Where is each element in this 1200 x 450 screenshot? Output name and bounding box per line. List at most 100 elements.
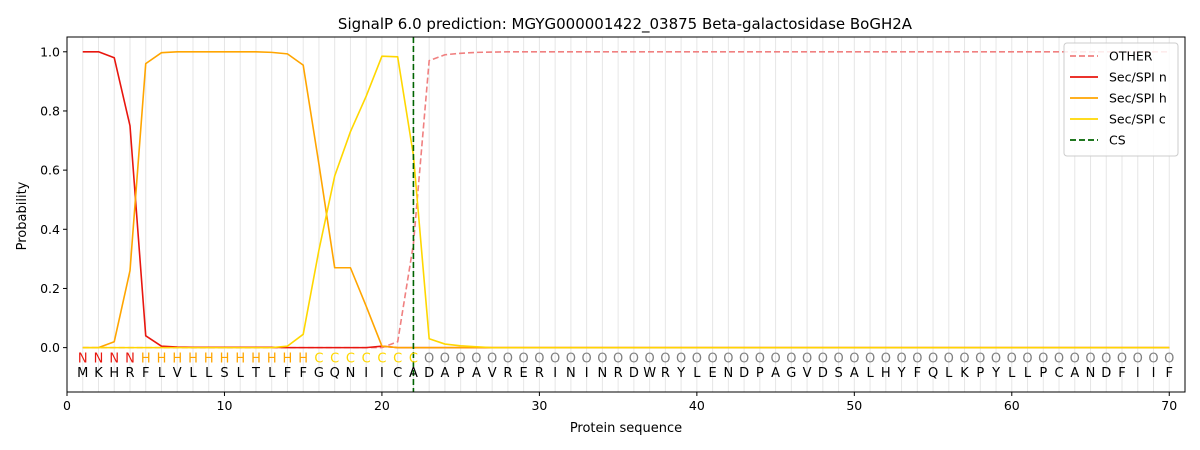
residue-label: Q bbox=[330, 366, 340, 381]
x-tick-label: 60 bbox=[1004, 398, 1020, 413]
region-label: O bbox=[613, 351, 623, 366]
residue-label: P bbox=[756, 366, 764, 381]
residue-label: L bbox=[268, 366, 276, 381]
residue-label: A bbox=[1070, 366, 1079, 381]
region-label: O bbox=[597, 351, 607, 366]
residue-label: V bbox=[803, 366, 812, 381]
residue-label: L bbox=[158, 366, 166, 381]
region-label: O bbox=[991, 351, 1001, 366]
residue-label: A bbox=[771, 366, 780, 381]
legend: OTHER Sec/SPI n Sec/SPI h Sec/SPI c CS bbox=[1063, 42, 1179, 157]
x-tick-label: 10 bbox=[217, 398, 233, 413]
residue-label: R bbox=[503, 366, 512, 381]
region-label: O bbox=[881, 351, 891, 366]
region-label: O bbox=[550, 351, 560, 366]
region-label: O bbox=[739, 351, 749, 366]
region-label: H bbox=[220, 351, 230, 366]
y-tick-label: 0.0 bbox=[40, 340, 60, 355]
residue-label: I bbox=[380, 366, 384, 381]
region-label: H bbox=[204, 351, 214, 366]
region-label: O bbox=[660, 351, 670, 366]
residue-label: F bbox=[284, 366, 291, 381]
region-label: O bbox=[566, 351, 576, 366]
region-label: O bbox=[975, 351, 985, 366]
residue-label: R bbox=[614, 366, 623, 381]
region-label: O bbox=[707, 351, 717, 366]
x-tick-label: 50 bbox=[846, 398, 862, 413]
region-label: O bbox=[582, 351, 592, 366]
legend-label: Sec/SPI c bbox=[1109, 112, 1166, 127]
region-label: O bbox=[959, 351, 969, 366]
residue-label: L bbox=[693, 366, 701, 381]
region-label: O bbox=[802, 351, 812, 366]
region-label: O bbox=[865, 351, 875, 366]
residue-label: L bbox=[945, 366, 953, 381]
residue-label: L bbox=[205, 366, 213, 381]
legend-label: CS bbox=[1109, 133, 1126, 148]
region-label: O bbox=[928, 351, 938, 366]
series-line-sec-spi-c bbox=[82, 55, 1170, 349]
region-label: O bbox=[1085, 351, 1095, 366]
residue-label: F bbox=[1166, 366, 1173, 381]
residue-label: R bbox=[535, 366, 544, 381]
residue-label: I bbox=[1136, 366, 1140, 381]
residue-label: R bbox=[125, 366, 134, 381]
region-label: H bbox=[283, 351, 293, 366]
residue-label: Q bbox=[928, 366, 938, 381]
residue-label: I bbox=[553, 366, 557, 381]
residue-label: C bbox=[1054, 366, 1063, 381]
residue-label: A bbox=[440, 366, 449, 381]
residue-label: L bbox=[1008, 366, 1016, 381]
region-label: O bbox=[849, 351, 859, 366]
region-label: C bbox=[314, 351, 323, 366]
region-label: O bbox=[1007, 351, 1017, 366]
region-label: O bbox=[503, 351, 513, 366]
plot-area bbox=[67, 37, 1185, 392]
residue-label: D bbox=[1101, 366, 1111, 381]
residue-label: K bbox=[960, 366, 969, 381]
region-label: O bbox=[1054, 351, 1064, 366]
region-label: O bbox=[1101, 351, 1111, 366]
residue-label: H bbox=[881, 366, 891, 381]
region-label: H bbox=[172, 351, 182, 366]
region-label: N bbox=[94, 351, 104, 366]
region-label: C bbox=[377, 351, 386, 366]
y-axis-label: Probability bbox=[15, 181, 30, 250]
region-label: O bbox=[912, 351, 922, 366]
region-label: H bbox=[188, 351, 198, 366]
region-label: O bbox=[1038, 351, 1048, 366]
x-tick-label: 40 bbox=[689, 398, 705, 413]
residue-label: N bbox=[566, 366, 576, 381]
region-label: O bbox=[1164, 351, 1174, 366]
region-label: O bbox=[1148, 351, 1158, 366]
residue-label: E bbox=[708, 366, 716, 381]
residue-label: G bbox=[314, 366, 324, 381]
region-label: C bbox=[393, 351, 402, 366]
residue-label: P bbox=[457, 366, 465, 381]
region-label: O bbox=[424, 351, 434, 366]
region-label: H bbox=[267, 351, 277, 366]
region-label: N bbox=[109, 351, 119, 366]
region-label: O bbox=[692, 351, 702, 366]
region-label: O bbox=[676, 351, 686, 366]
residue-label: C bbox=[393, 366, 402, 381]
y-tick-label: 0.6 bbox=[40, 163, 60, 178]
region-label: O bbox=[629, 351, 639, 366]
residue-label: F bbox=[1118, 366, 1125, 381]
legend-box bbox=[1063, 42, 1179, 157]
residue-label: L bbox=[866, 366, 874, 381]
residue-label: S bbox=[834, 366, 842, 381]
region-label: O bbox=[770, 351, 780, 366]
x-axis-label: Protein sequence bbox=[570, 421, 682, 436]
residue-label: Y bbox=[991, 366, 1000, 381]
residue-label: N bbox=[723, 366, 733, 381]
y-tick-label: 0.2 bbox=[40, 281, 60, 296]
region-label: C bbox=[409, 351, 418, 366]
residue-label: A bbox=[850, 366, 859, 381]
region-label: N bbox=[78, 351, 88, 366]
region-label: O bbox=[487, 351, 497, 366]
residue-label: Y bbox=[676, 366, 685, 381]
residue-label: R bbox=[661, 366, 670, 381]
